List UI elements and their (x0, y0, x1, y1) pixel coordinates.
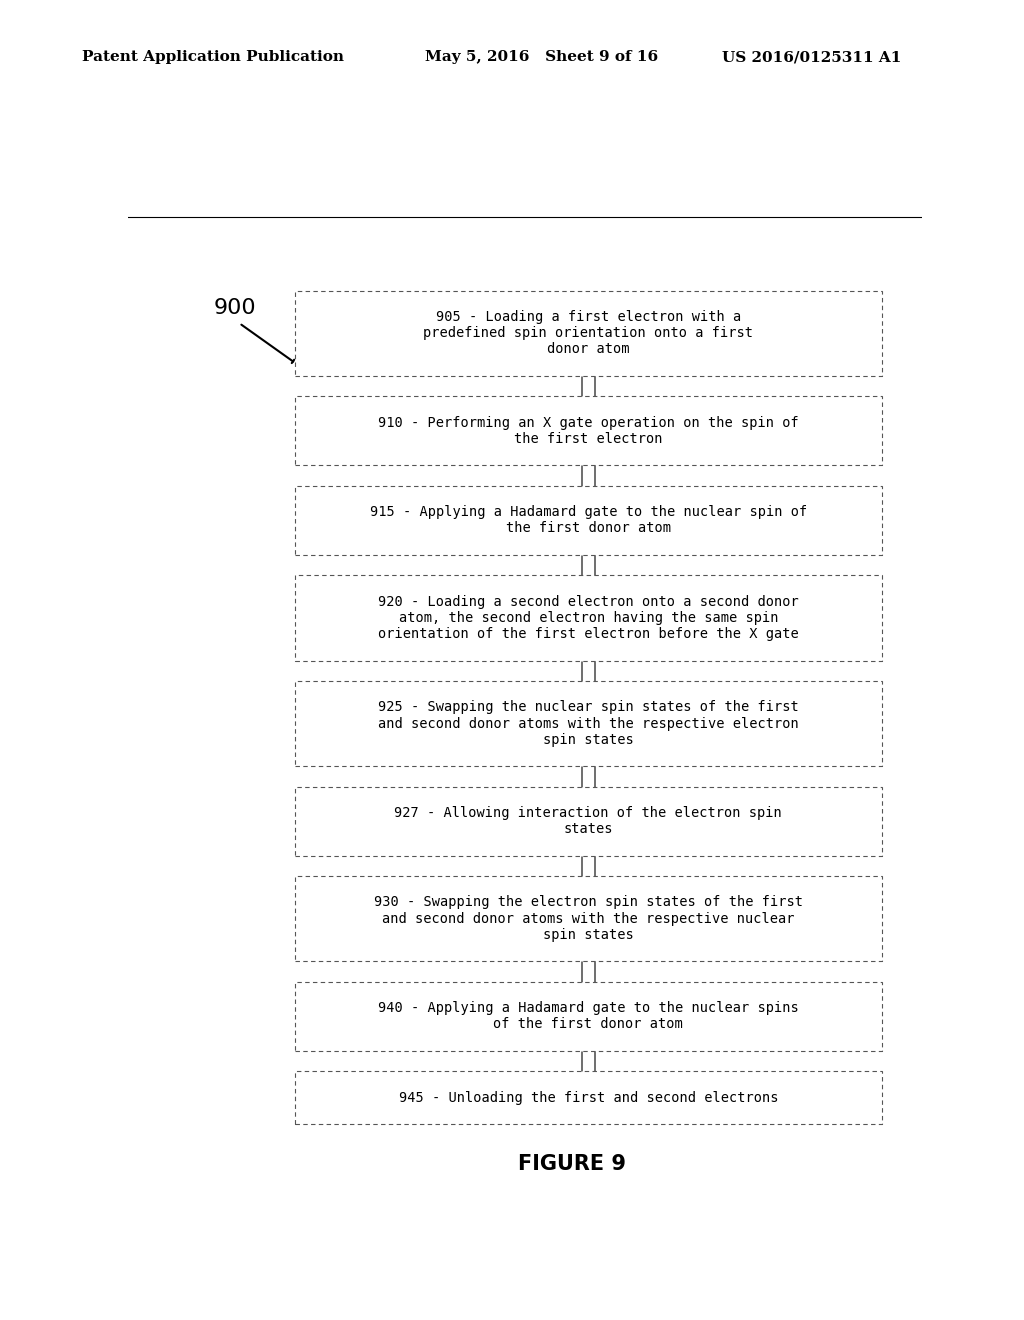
Text: orientation of the first electron before the X gate: orientation of the first electron before… (378, 627, 799, 642)
Text: the first donor atom: the first donor atom (506, 521, 671, 536)
Text: 900: 900 (214, 298, 256, 318)
Bar (295, 982, 882, 1051)
Text: 915 - Applying a Hadamard gate to the nuclear spin of: 915 - Applying a Hadamard gate to the nu… (370, 506, 807, 519)
Text: spin states: spin states (543, 928, 634, 942)
Text: states: states (563, 822, 613, 837)
Text: FIGURE 9: FIGURE 9 (518, 1155, 627, 1175)
Bar (295, 787, 882, 855)
Bar (295, 486, 882, 554)
Text: donor atom: donor atom (547, 342, 630, 356)
Bar (295, 396, 882, 466)
Bar (295, 876, 882, 961)
Text: 930 - Swapping the electron spin states of the first: 930 - Swapping the electron spin states … (374, 895, 803, 909)
Text: 910 - Performing an X gate operation on the spin of: 910 - Performing an X gate operation on … (378, 416, 799, 430)
Text: Patent Application Publication: Patent Application Publication (82, 50, 344, 65)
Bar (295, 1071, 882, 1125)
Text: May 5, 2016   Sheet 9 of 16: May 5, 2016 Sheet 9 of 16 (425, 50, 658, 65)
Text: 920 - Loading a second electron onto a second donor: 920 - Loading a second electron onto a s… (378, 594, 799, 609)
Text: 905 - Loading a first electron with a: 905 - Loading a first electron with a (435, 310, 741, 323)
Text: spin states: spin states (543, 733, 634, 747)
Text: and second donor atoms with the respective nuclear: and second donor atoms with the respecti… (382, 912, 795, 925)
Text: of the first donor atom: of the first donor atom (494, 1018, 683, 1031)
Text: atom, the second electron having the same spin: atom, the second electron having the sam… (398, 611, 778, 624)
Bar (295, 576, 882, 660)
Text: and second donor atoms with the respective electron: and second donor atoms with the respecti… (378, 717, 799, 730)
Bar (295, 290, 882, 376)
Text: 925 - Swapping the nuclear spin states of the first: 925 - Swapping the nuclear spin states o… (378, 700, 799, 714)
Text: the first electron: the first electron (514, 432, 663, 446)
Text: 945 - Unloading the first and second electrons: 945 - Unloading the first and second ele… (398, 1090, 778, 1105)
Text: 940 - Applying a Hadamard gate to the nuclear spins: 940 - Applying a Hadamard gate to the nu… (378, 1001, 799, 1015)
Text: US 2016/0125311 A1: US 2016/0125311 A1 (722, 50, 901, 65)
Bar (295, 681, 882, 766)
Text: 927 - Allowing interaction of the electron spin: 927 - Allowing interaction of the electr… (394, 807, 782, 820)
Text: predefined spin orientation onto a first: predefined spin orientation onto a first (423, 326, 754, 341)
